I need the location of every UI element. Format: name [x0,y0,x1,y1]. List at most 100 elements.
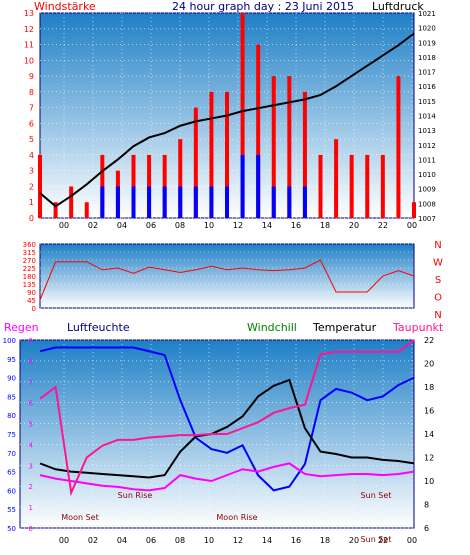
humidity-tick-label: 80 [7,412,16,420]
wind-tick-label: 5 [29,135,34,144]
wind-x-tick-label: 00 [59,221,69,230]
wind-tick-label: 7 [29,104,34,113]
pressure-tick-label: 1007 [418,215,436,223]
wind-strength-label: Windstärke [34,0,96,13]
pressure-tick-label: 1012 [418,142,436,150]
wind-tick-label: 2 [29,182,34,191]
pressure-tick-label: 1017 [418,69,436,77]
wind-x-tick-label: 14 [262,221,272,230]
wind-bar [271,186,276,218]
temp-tick-label: 18 [424,383,434,392]
dewpoint-legend: Taupunkt [393,321,444,334]
humidity-tick-label: 75 [7,431,16,439]
temperature-legend: Temperatur [313,321,377,334]
climate-x-tick-label: 06 [146,536,156,545]
direction-tick-label: 180 [23,273,36,281]
rain-legend: Regen [4,321,39,334]
direction-tick-label: 225 [23,265,36,273]
wind-bar [193,107,198,218]
climate-x-tick-label: 12 [233,536,243,545]
wind-bar [178,139,183,218]
wind-bar [240,13,245,218]
humidity-tick-label: 100 [3,337,16,345]
climate-series-line [39,339,415,497]
astro-annotation: Moon Set [61,513,98,522]
rain-tick-label: 4 [29,441,34,449]
wind-bar [256,44,261,219]
rain-tick-label: 1 [29,504,33,512]
temp-tick-label: 8 [424,501,429,510]
wind-bar [115,186,120,218]
wind-bar [100,186,105,218]
climate-series-line [39,346,415,492]
direction-panel-bg [39,243,415,309]
wind-tick-label: 0 [29,214,34,223]
climate-x-tick-label: 16 [291,536,301,545]
humidity-tick-label: 65 [7,469,16,477]
humidity-tick-label: 55 [7,506,16,514]
astro-annotation: Sun Rise [118,491,153,500]
wind-bar [193,186,198,218]
wind-bar [53,202,58,218]
direction-tick-label: 270 [23,257,36,265]
rain-tick-label: 2 [29,483,33,491]
humidity-tick-label: 60 [7,487,16,495]
pressure-tick-label: 1020 [418,25,436,33]
wind-x-tick-label: 08 [175,221,185,230]
direction-tick-label: 315 [23,249,36,257]
temp-tick-label: 6 [424,524,429,533]
pressure-tick-label: 1016 [418,83,436,91]
compass-label: O [434,293,442,304]
wind-tick-label: 1 [29,198,34,207]
temp-tick-label: 10 [424,477,434,486]
wind-tick-label: 13 [24,9,34,18]
astro-annotation: Sun Set [361,491,392,500]
wind-bar [178,186,183,218]
wind-tick-label: 10 [24,56,34,65]
wind-bar [131,186,136,218]
wind-direction-line [39,259,415,301]
windchill-legend: Windchill [247,321,297,334]
climate-series-line [39,462,415,492]
climate-series-line [39,378,415,479]
wind-bar [302,91,307,218]
wind-tick-label: 4 [29,151,34,160]
wind-bar [209,186,214,218]
climate-x-tick-label: 02 [88,536,98,545]
rain-tick-label: 0 [29,525,33,533]
wind-tick-label: 3 [29,167,34,176]
pressure-tick-label: 1021 [418,10,436,18]
wind-bar [38,154,42,218]
wind-x-tick-label: 02 [88,221,98,230]
humidity-legend: Luftfeuchte [67,321,130,334]
humidity-tick-label: 85 [7,393,16,401]
wind-tick-label: 11 [24,41,34,50]
wind-bar [334,139,339,218]
astro-annotation: Sun Set [361,535,392,544]
pressure-tick-label: 1010 [418,171,436,179]
wind-x-tick-label: 18 [320,221,330,230]
humidity-tick-label: 90 [7,375,16,383]
rain-tick-label: 9 [29,337,33,345]
wind-x-tick-label: 22 [378,221,388,230]
climate-x-tick-label: 00 [407,536,417,545]
wind-bar [225,186,229,218]
wind-x-tick-label: 20 [349,221,359,230]
wind-bar [349,154,354,218]
chart-title: 24 hour graph day : 23 Juni 2015 [172,0,355,13]
pressure-tick-label: 1015 [418,98,436,106]
wind-x-tick-label: 06 [146,221,156,230]
direction-tick-label: 360 [23,241,36,249]
temp-tick-label: 22 [424,336,434,345]
wind-bar [365,154,370,218]
pressure-tick-label: 1014 [418,113,436,121]
wind-bar [396,76,401,218]
wind-bar [412,202,416,218]
climate-x-tick-label: 18 [320,536,330,545]
wind-tick-label: 6 [29,119,34,128]
wind-bar [287,76,292,218]
wind-x-tick-label: 10 [204,221,214,230]
compass-label: N [434,240,441,251]
wind-bar [225,91,229,218]
